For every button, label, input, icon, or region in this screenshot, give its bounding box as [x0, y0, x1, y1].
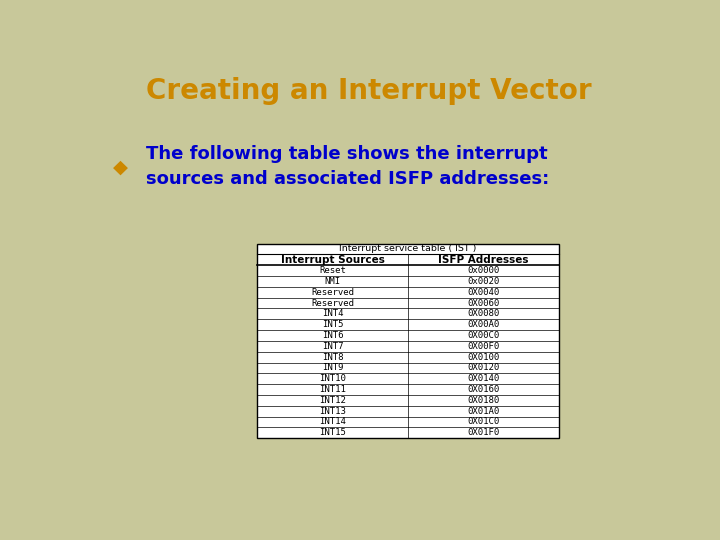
Text: 0X01A0: 0X01A0: [467, 407, 500, 416]
Text: INT4: INT4: [322, 309, 343, 319]
Text: INT5: INT5: [322, 320, 343, 329]
Text: NMI: NMI: [325, 277, 341, 286]
Text: INT9: INT9: [322, 363, 343, 373]
Text: 0X0100: 0X0100: [467, 353, 500, 362]
Text: INT15: INT15: [319, 428, 346, 437]
Text: 0X01C0: 0X01C0: [467, 417, 500, 427]
Text: INT6: INT6: [322, 331, 343, 340]
Text: 0X00A0: 0X00A0: [467, 320, 500, 329]
Text: ISFP Addresses: ISFP Addresses: [438, 255, 528, 265]
Text: 0X0040: 0X0040: [467, 288, 500, 297]
Text: ◆: ◆: [113, 157, 128, 176]
Text: 0x0000: 0x0000: [467, 266, 500, 275]
Text: The following table shows the interrupt
sources and associated ISFP addresses:: The following table shows the interrupt …: [145, 145, 549, 188]
Text: Reserved: Reserved: [311, 288, 354, 297]
Text: 0X01F0: 0X01F0: [467, 428, 500, 437]
Text: 0X00C0: 0X00C0: [467, 331, 500, 340]
Text: 0X0120: 0X0120: [467, 363, 500, 373]
Text: 0X0180: 0X0180: [467, 396, 500, 405]
Text: 0X0140: 0X0140: [467, 374, 500, 383]
Text: 0X0080: 0X0080: [467, 309, 500, 319]
Text: INT13: INT13: [319, 407, 346, 416]
Text: Reserved: Reserved: [311, 299, 354, 308]
Text: INT7: INT7: [322, 342, 343, 351]
Text: 0X0060: 0X0060: [467, 299, 500, 308]
Text: INT10: INT10: [319, 374, 346, 383]
Text: 0x0020: 0x0020: [467, 277, 500, 286]
Text: Creating an Interrupt Vector: Creating an Interrupt Vector: [146, 77, 592, 105]
Text: Reset: Reset: [319, 266, 346, 275]
Text: INT14: INT14: [319, 417, 346, 427]
Text: INT11: INT11: [319, 385, 346, 394]
Text: 0X0160: 0X0160: [467, 385, 500, 394]
Text: Interrupt service table ( IST ): Interrupt service table ( IST ): [339, 245, 477, 253]
Text: Interrupt Sources: Interrupt Sources: [281, 255, 384, 265]
Text: INT12: INT12: [319, 396, 346, 405]
Text: 0X00F0: 0X00F0: [467, 342, 500, 351]
Text: INT8: INT8: [322, 353, 343, 362]
